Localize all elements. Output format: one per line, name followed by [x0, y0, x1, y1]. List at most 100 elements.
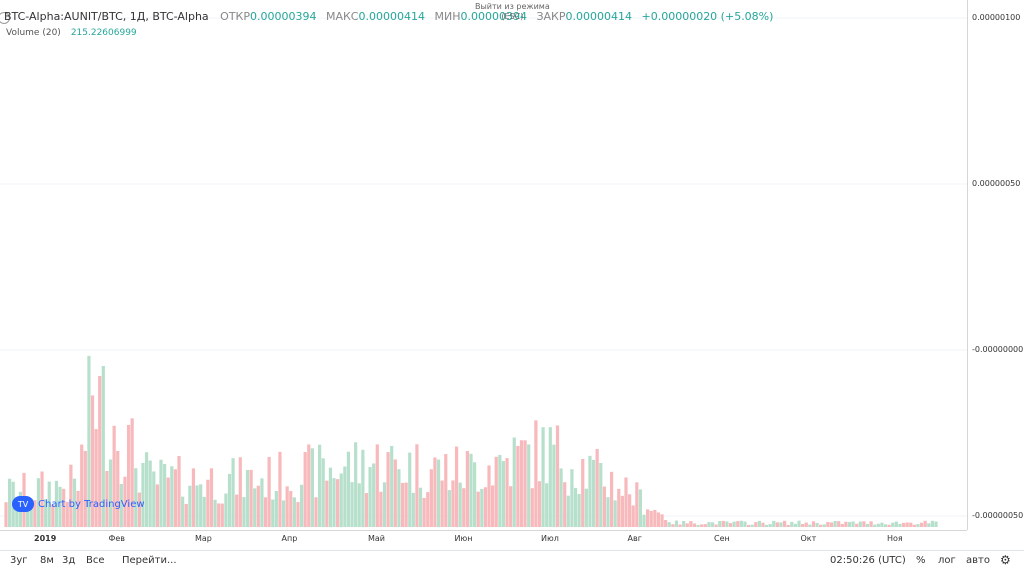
volume-bar	[278, 451, 282, 527]
exit-fullscreen-hint[interactable]: Выйти из режима (ESC)	[475, 2, 550, 22]
volume-bar	[411, 492, 415, 527]
volume-bar	[8, 478, 12, 527]
volume-bar	[130, 418, 134, 527]
volume-bar	[426, 492, 430, 527]
volume-bar	[573, 487, 578, 527]
volume-bar	[721, 520, 725, 527]
volume-bar	[458, 482, 462, 527]
volume-bar	[72, 478, 77, 527]
volume-bar	[325, 480, 329, 527]
volume-bar	[811, 521, 816, 527]
volume-bar	[447, 490, 451, 527]
price-chart[interactable]	[0, 0, 967, 530]
volume-bar	[613, 500, 617, 527]
log-scale-button[interactable]: лог	[938, 555, 956, 566]
time-tick-label: Фев	[108, 534, 126, 543]
volume-bar	[400, 482, 405, 527]
volume-bar	[346, 451, 351, 527]
symbol-title[interactable]: BTC-Alpha:AUNIT/BTC, 1Д, BTC-Alpha	[4, 10, 209, 23]
volume-bar	[429, 469, 433, 527]
volume-bar	[386, 452, 390, 527]
volume-bar	[494, 456, 498, 527]
range-8m-button[interactable]: 8м	[40, 555, 54, 566]
volume-bar	[339, 473, 343, 527]
range-3y-button[interactable]: 3уг	[10, 555, 28, 566]
volume-bar	[620, 495, 624, 527]
volume-bar	[577, 493, 581, 527]
goto-date-button[interactable]: Перейти...	[122, 555, 177, 566]
volume-bar	[750, 524, 754, 527]
range-all-button[interactable]: Все	[86, 555, 105, 566]
volume-bar	[126, 425, 131, 527]
volume-bar	[595, 449, 599, 527]
volume-bar	[51, 504, 55, 527]
range-3d-button[interactable]: 3д	[62, 555, 76, 566]
volume-bar	[253, 488, 257, 527]
volume-bar	[754, 522, 758, 527]
time-tick-label: Июн	[454, 534, 473, 543]
percent-scale-button[interactable]: %	[916, 555, 926, 566]
volume-bar	[199, 484, 203, 527]
volume-bar	[660, 514, 664, 527]
volume-bar	[54, 480, 59, 527]
volume-bar	[855, 523, 859, 527]
volume-bar	[901, 522, 906, 527]
volume-bar	[919, 522, 924, 527]
auto-scale-button[interactable]: авто	[966, 555, 990, 566]
volume-bar	[166, 477, 170, 527]
volume-bar	[397, 469, 401, 527]
volume-bar	[119, 483, 123, 527]
volume-bar	[379, 491, 383, 527]
volume-bar	[29, 498, 33, 527]
volume-bar	[682, 521, 686, 527]
volume-bar	[173, 469, 178, 527]
clock-time[interactable]: 02:50:26 (UTC)	[830, 555, 906, 566]
tradingview-logo[interactable]: TV Chart by TradingView	[12, 496, 145, 512]
collapse-toggle-icon[interactable]	[0, 12, 10, 24]
price-tick-label: 0.00000100	[972, 13, 1021, 22]
volume-bar	[570, 469, 574, 527]
price-axis[interactable]: 0.000010000.000009500.000009000.00000850…	[967, 0, 1024, 530]
time-tick-label: 2019	[34, 534, 57, 543]
volume-bar	[307, 444, 311, 527]
volume-bar	[418, 487, 423, 527]
volume-bar	[761, 522, 765, 527]
time-axis[interactable]: 2019 Фев Мар Апр Май Июн Июл Авг Сен Окт Ноя	[0, 530, 967, 550]
volume-bar	[552, 444, 556, 527]
volume-bar	[469, 453, 473, 527]
volume-bar	[692, 523, 697, 527]
volume-bar	[534, 420, 538, 527]
volume-bar	[181, 496, 185, 527]
volume-bar	[804, 522, 808, 527]
volume-legend: Volume (20) 215.22606999	[6, 28, 137, 38]
volume-bar	[390, 445, 394, 527]
volume-bar	[62, 488, 66, 527]
volume-bar	[808, 524, 812, 527]
exit-hint-line1: Выйти из режима	[475, 2, 550, 11]
volume-bar	[628, 494, 632, 527]
volume-bar	[47, 481, 51, 527]
volume-bar	[718, 521, 722, 527]
volume-bar	[764, 524, 769, 527]
volume-bar	[790, 521, 794, 527]
volume-bar	[653, 509, 657, 527]
time-tick-label: Май	[368, 534, 386, 543]
settings-gear-icon[interactable]: ⚙	[1000, 553, 1011, 567]
volume-bar	[844, 521, 848, 527]
time-tick-label: Ноя	[887, 534, 903, 543]
volume-bar	[566, 495, 570, 527]
chart-area[interactable]: BTC-Alpha:AUNIT/BTC, 1Д, BTC-Alpha ОТКР0…	[0, 0, 967, 530]
volume-label: Volume (20)	[6, 28, 61, 38]
volume-bar	[555, 425, 560, 527]
volume-bar	[491, 485, 495, 527]
volume-bar	[436, 459, 441, 527]
volume-bar	[26, 502, 30, 527]
volume-bar	[65, 501, 69, 527]
volume-bar	[638, 489, 643, 527]
volume-bar	[292, 497, 296, 527]
volume-bar	[310, 448, 314, 527]
volume-bar	[696, 524, 700, 527]
volume-bar	[887, 524, 891, 527]
volume-bar	[137, 492, 141, 527]
volume-bar	[249, 469, 253, 527]
